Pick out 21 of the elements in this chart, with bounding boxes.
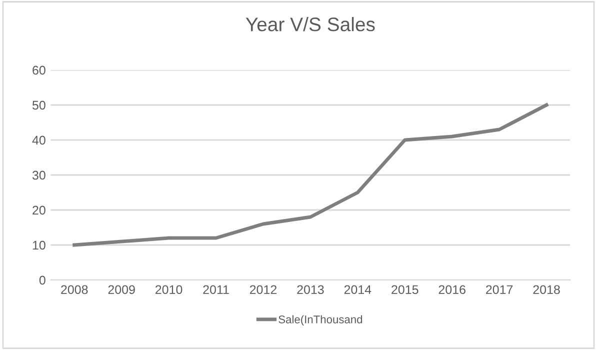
chart-title: Year V/S Sales [246, 17, 375, 32]
x-tick-label: 2014 [344, 285, 372, 294]
x-tick-label: 2009 [108, 285, 135, 294]
x-tick-label: 2010 [156, 285, 182, 294]
line-series [72, 103, 548, 247]
x-tick-label: 2011 [203, 285, 229, 294]
y-tick-label: 60 [32, 66, 46, 75]
x-tick-label: 2016 [438, 285, 466, 294]
y-tick-label: 20 [32, 206, 46, 215]
x-tick-label: 2018 [533, 285, 560, 294]
y-tick-label: 30 [32, 170, 46, 180]
y-tick-label: 50 [32, 100, 46, 110]
y-tick-label: 40 [32, 136, 46, 145]
y-tick-label: 0 [39, 276, 46, 285]
x-tick-label: 2017 [486, 285, 513, 294]
y-tick-label: 10 [32, 240, 46, 250]
x-tick-label: 2008 [61, 285, 88, 294]
x-tick-label: 2013 [297, 285, 324, 294]
x-tick-label: 2012 [250, 285, 276, 294]
x-tick-label: 2015 [392, 285, 418, 294]
legend-label: Sale(InThousand [278, 315, 362, 326]
